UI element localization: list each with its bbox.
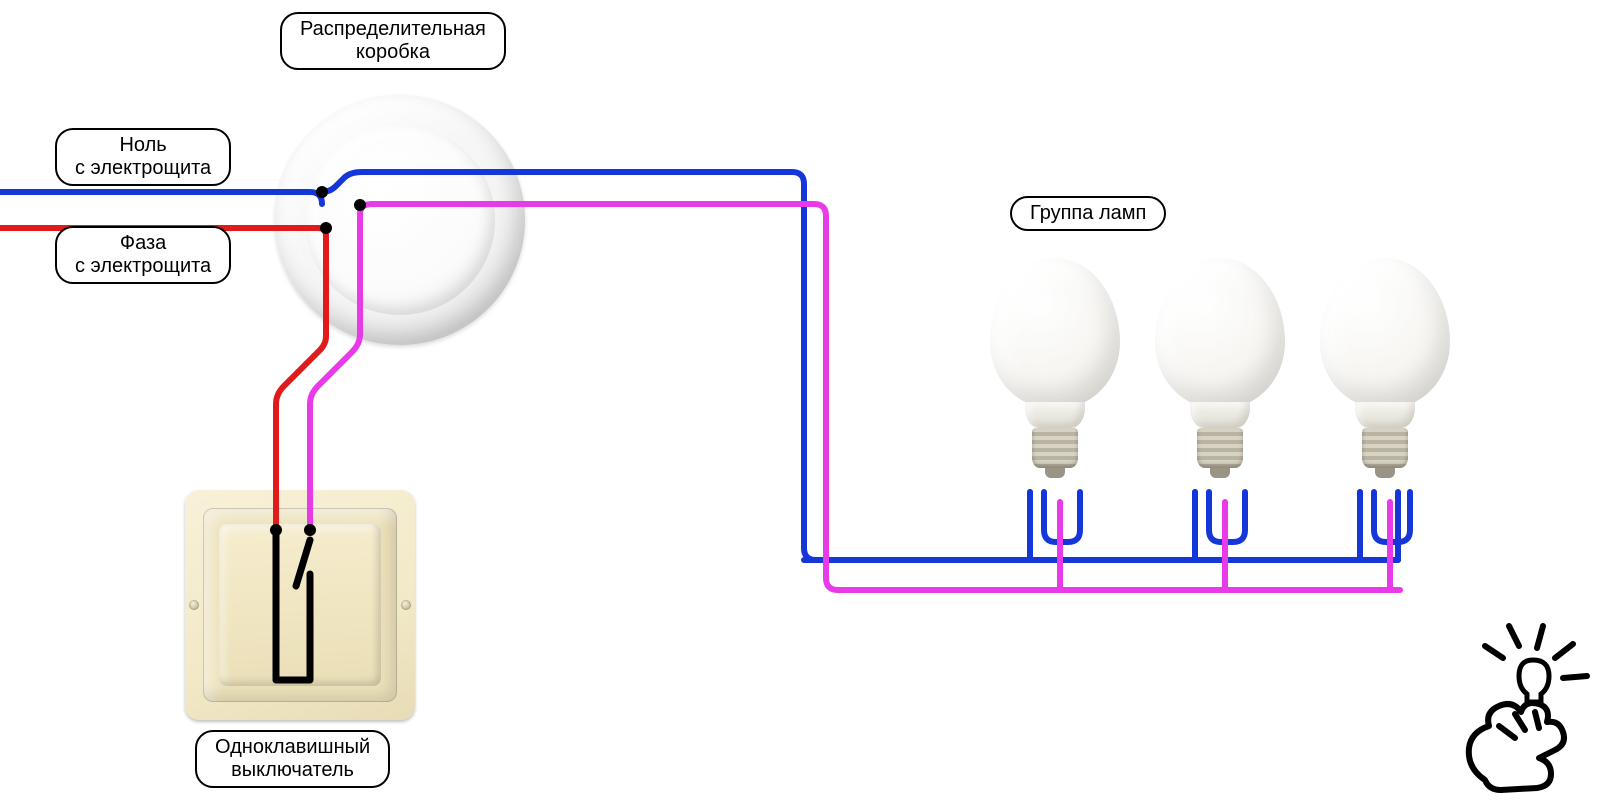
switch-screw-right bbox=[401, 600, 411, 610]
switch-rocker bbox=[219, 524, 381, 686]
brand-logo-icon bbox=[1469, 626, 1587, 790]
bulb-2 bbox=[1155, 258, 1285, 484]
label-neutral: Ноль с электрощита bbox=[55, 128, 231, 186]
label-switch: Одноклавишный выключатель bbox=[195, 730, 390, 788]
wall-switch bbox=[185, 490, 415, 720]
bulb-1 bbox=[990, 258, 1120, 484]
junction-box bbox=[275, 95, 525, 345]
switch-screw-left bbox=[189, 600, 199, 610]
label-junction-box: Распределительная коробка bbox=[280, 12, 506, 70]
junction-box-lid bbox=[305, 125, 495, 315]
diagram-stage: Распределительная коробка Ноль с электро… bbox=[0, 0, 1600, 800]
label-lamp-group: Группа ламп bbox=[1010, 196, 1166, 231]
label-phase: Фаза с электрощита bbox=[55, 226, 231, 284]
wire-neutral-bus bbox=[804, 492, 1398, 560]
bulb-3 bbox=[1320, 258, 1450, 484]
